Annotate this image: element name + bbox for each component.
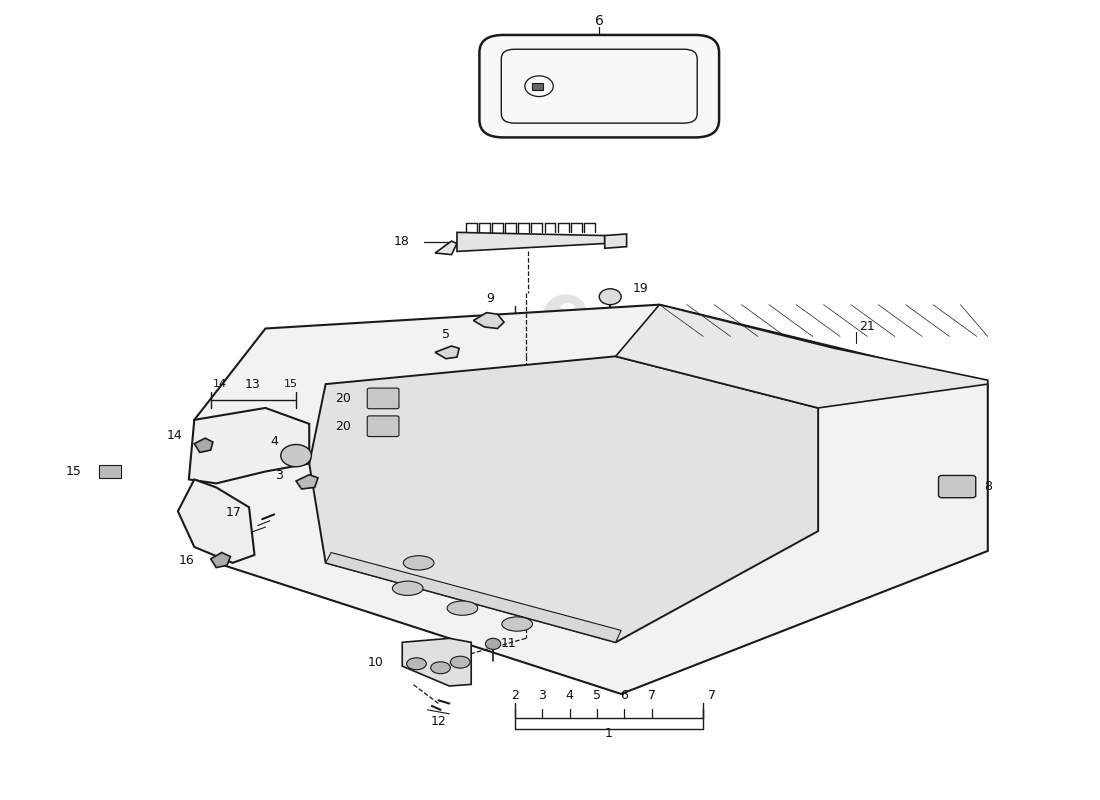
Text: 10: 10: [367, 656, 384, 669]
Ellipse shape: [450, 656, 470, 668]
Text: 13: 13: [244, 378, 261, 390]
Polygon shape: [473, 313, 504, 329]
Text: 18: 18: [394, 235, 410, 249]
Polygon shape: [403, 638, 471, 686]
Text: 2: 2: [512, 689, 519, 702]
Text: a passion for parts since 1985: a passion for parts since 1985: [459, 415, 772, 575]
Text: 3: 3: [538, 689, 547, 702]
Text: 15: 15: [66, 465, 81, 478]
Text: 12: 12: [430, 715, 447, 728]
Polygon shape: [296, 474, 318, 489]
FancyBboxPatch shape: [367, 416, 399, 437]
Text: 8: 8: [983, 480, 992, 493]
Text: 1: 1: [605, 727, 613, 740]
Text: 19: 19: [632, 282, 649, 295]
Text: 3: 3: [275, 469, 283, 482]
Text: 5: 5: [442, 328, 450, 342]
Polygon shape: [195, 305, 988, 694]
Circle shape: [485, 638, 501, 650]
Polygon shape: [326, 553, 622, 642]
Text: 20: 20: [334, 392, 351, 405]
Polygon shape: [456, 232, 605, 251]
Polygon shape: [605, 234, 627, 248]
Text: 9: 9: [486, 292, 494, 305]
Text: 14: 14: [212, 379, 227, 389]
Text: 5: 5: [593, 689, 601, 702]
Ellipse shape: [407, 658, 427, 670]
Text: 20: 20: [334, 420, 351, 433]
Ellipse shape: [447, 601, 477, 615]
Polygon shape: [436, 241, 456, 254]
Bar: [532, 83, 543, 90]
Circle shape: [600, 289, 621, 305]
Text: 6: 6: [620, 689, 628, 702]
Polygon shape: [309, 356, 818, 642]
Polygon shape: [189, 408, 309, 483]
Polygon shape: [195, 438, 213, 453]
Text: 14: 14: [167, 430, 183, 442]
Text: 7: 7: [708, 689, 716, 702]
Ellipse shape: [404, 556, 434, 570]
Polygon shape: [616, 305, 988, 408]
Ellipse shape: [393, 581, 424, 595]
Text: 16: 16: [178, 554, 195, 567]
Polygon shape: [178, 479, 254, 563]
Ellipse shape: [431, 662, 450, 674]
FancyBboxPatch shape: [367, 388, 399, 409]
Polygon shape: [211, 553, 230, 568]
Text: 15: 15: [284, 379, 298, 389]
Text: 17: 17: [226, 506, 241, 519]
Text: 11: 11: [500, 637, 516, 650]
FancyBboxPatch shape: [938, 475, 976, 498]
Text: 4: 4: [271, 435, 278, 448]
Text: 21: 21: [859, 321, 876, 334]
Text: 6: 6: [595, 14, 604, 28]
Ellipse shape: [502, 617, 532, 631]
FancyBboxPatch shape: [480, 35, 719, 138]
Bar: [99, 465, 121, 478]
Text: 7: 7: [648, 689, 656, 702]
Text: euroPares: euroPares: [529, 274, 900, 494]
Circle shape: [280, 445, 311, 466]
Text: 4: 4: [565, 689, 573, 702]
Polygon shape: [436, 346, 459, 358]
